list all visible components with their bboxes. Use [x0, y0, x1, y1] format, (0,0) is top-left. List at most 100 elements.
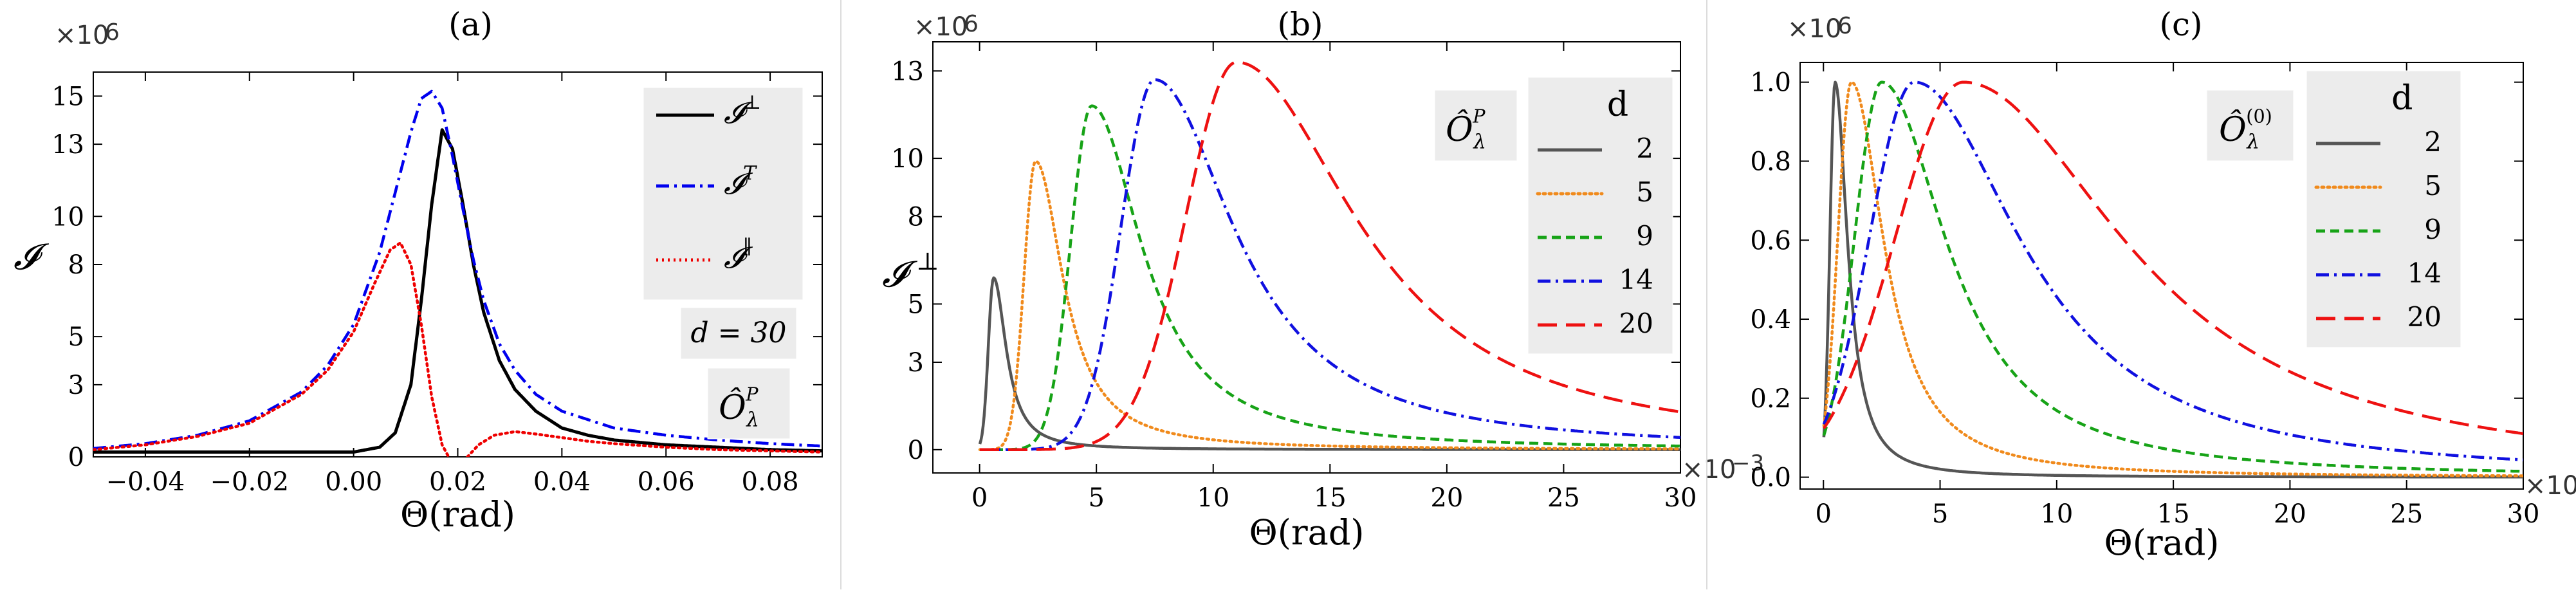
y-tick-label: 0	[68, 443, 84, 472]
legend-label: 14	[1619, 264, 1653, 295]
operator-superscript: P	[1472, 106, 1486, 127]
legend-box	[1527, 77, 1673, 355]
y-tick-label: 10	[891, 144, 924, 174]
x-axis-label: Θ(rad)	[400, 494, 515, 535]
x-tick-label: 0	[971, 483, 988, 513]
legend-label-sup: ⊥	[743, 91, 761, 114]
y-tick-label: 5	[908, 290, 924, 319]
legend-label-sup: T	[743, 162, 757, 185]
panel-title: (a)	[448, 6, 493, 43]
legend-label: 20	[1619, 308, 1653, 339]
series-line-d5	[1822, 80, 2523, 477]
d-value: d = 30	[691, 317, 787, 349]
legend-title: d	[1607, 86, 1628, 124]
legend-label: 2	[1636, 133, 1653, 164]
y-exponent: ×10	[55, 21, 109, 50]
operator-symbol: Ô	[1446, 109, 1473, 149]
panel-separator	[840, 0, 842, 589]
y-tick-label: 13	[51, 130, 84, 160]
x-exponent-power: −3	[1732, 450, 1764, 476]
series-line-d2	[978, 276, 1680, 451]
legend-label: 5	[1636, 176, 1653, 208]
plot-area	[93, 89, 822, 457]
y-tick-label: 13	[891, 57, 924, 86]
operator-superscript: (0)	[2246, 106, 2272, 127]
operator-superscript: P	[745, 384, 759, 405]
series-line-d5	[978, 160, 1680, 452]
legend-label: 9	[2424, 214, 2442, 245]
x-tick-label: 25	[2390, 499, 2423, 529]
plot-area	[978, 60, 1680, 452]
x-tick-label: 15	[2157, 499, 2190, 529]
series-line-d14	[1822, 80, 2523, 461]
x-tick-label: 5	[1932, 499, 1948, 529]
d-annotation: d = 30	[680, 307, 797, 360]
legend-label: 20	[2407, 301, 2442, 333]
axes-frame	[1799, 62, 2524, 490]
panel-title: (b)	[1277, 6, 1323, 43]
legend-label-sup: ∥	[743, 236, 752, 259]
x-tick-label: −0.02	[210, 467, 289, 497]
y-tick-label: 8	[908, 203, 924, 232]
legend-label: 14	[2407, 257, 2442, 289]
legend: d2 5 9 14 20	[2306, 70, 2461, 348]
y-tick-label: 10	[51, 202, 84, 232]
x-tick-label: 0.04	[533, 467, 591, 497]
x-exponent-power: −3	[2575, 467, 2576, 492]
x-tick-label: 0.00	[325, 467, 382, 497]
x-tick-label: 0.06	[638, 467, 695, 497]
y-tick-label: 3	[68, 371, 84, 400]
y-exponent-power: 6	[105, 19, 120, 46]
operator-symbol: Ô	[719, 387, 746, 427]
axes-frame	[932, 41, 1681, 474]
x-tick-label: 5	[1088, 483, 1104, 513]
operator-subscript: λ	[745, 409, 759, 432]
series-line-total	[93, 89, 822, 450]
operator-box	[2206, 89, 2294, 162]
operator-box	[707, 367, 791, 439]
x-tick-label: 25	[1547, 483, 1580, 513]
x-tick-label: 20	[2274, 499, 2306, 529]
y-exponent-power: 6	[1837, 13, 1852, 39]
series-line-d9	[979, 104, 1680, 452]
y-tick-label: 15	[51, 82, 84, 111]
series-line-d14	[979, 78, 1680, 452]
legend: d2 5 9 14 20	[1527, 77, 1673, 355]
y-exponent: ×10	[914, 12, 968, 42]
series-line-perp	[93, 128, 822, 454]
y-tick-label: 0.0	[1750, 463, 1791, 493]
x-tick-label: 20	[1430, 483, 1463, 513]
y-tick-label: 0.4	[1750, 305, 1791, 335]
x-axis-label: Θ(rad)	[2104, 523, 2220, 563]
y-tick-label: 0	[908, 436, 924, 465]
x-tick-label: 15	[1314, 483, 1347, 513]
x-exponent: ×10	[1682, 455, 1736, 485]
legend-box	[2306, 70, 2461, 348]
x-tick-label: −0.04	[106, 467, 185, 497]
x-tick-label: 30	[2507, 499, 2540, 529]
x-tick-label: 10	[1197, 483, 1229, 513]
x-tick-label: 0.02	[429, 467, 486, 497]
y-tick-label: 0.6	[1750, 226, 1791, 255]
y-tick-label: 0.8	[1750, 147, 1791, 176]
operator-symbol: Ô	[2219, 109, 2247, 149]
d-box	[680, 307, 797, 360]
panel-a: −0.04 −0.02 0.00 0.02 0.04 0.06 0.08 0 3 5 8 10 13 15…	[14, 6, 823, 535]
y-axis-label-sup: ⊥	[916, 247, 939, 275]
panel-title: (c)	[2159, 6, 2202, 43]
legend: 𝓘⊥𝓘T𝓘∥	[643, 87, 804, 301]
operator-box	[1434, 89, 1518, 162]
legend-label: 9	[1636, 220, 1653, 252]
series-line-parallel	[93, 241, 822, 457]
y-tick-label: 1.0	[1750, 68, 1791, 98]
panel-c: 0 5 10 15 20 25 300.00.20.40.60.81.0(c)×106Θ(r…	[1750, 6, 2576, 563]
y-tick-label: 5	[68, 322, 84, 352]
panel-separator	[1706, 0, 1707, 589]
legend-label: 2	[2424, 126, 2442, 158]
legend-box	[643, 87, 804, 301]
